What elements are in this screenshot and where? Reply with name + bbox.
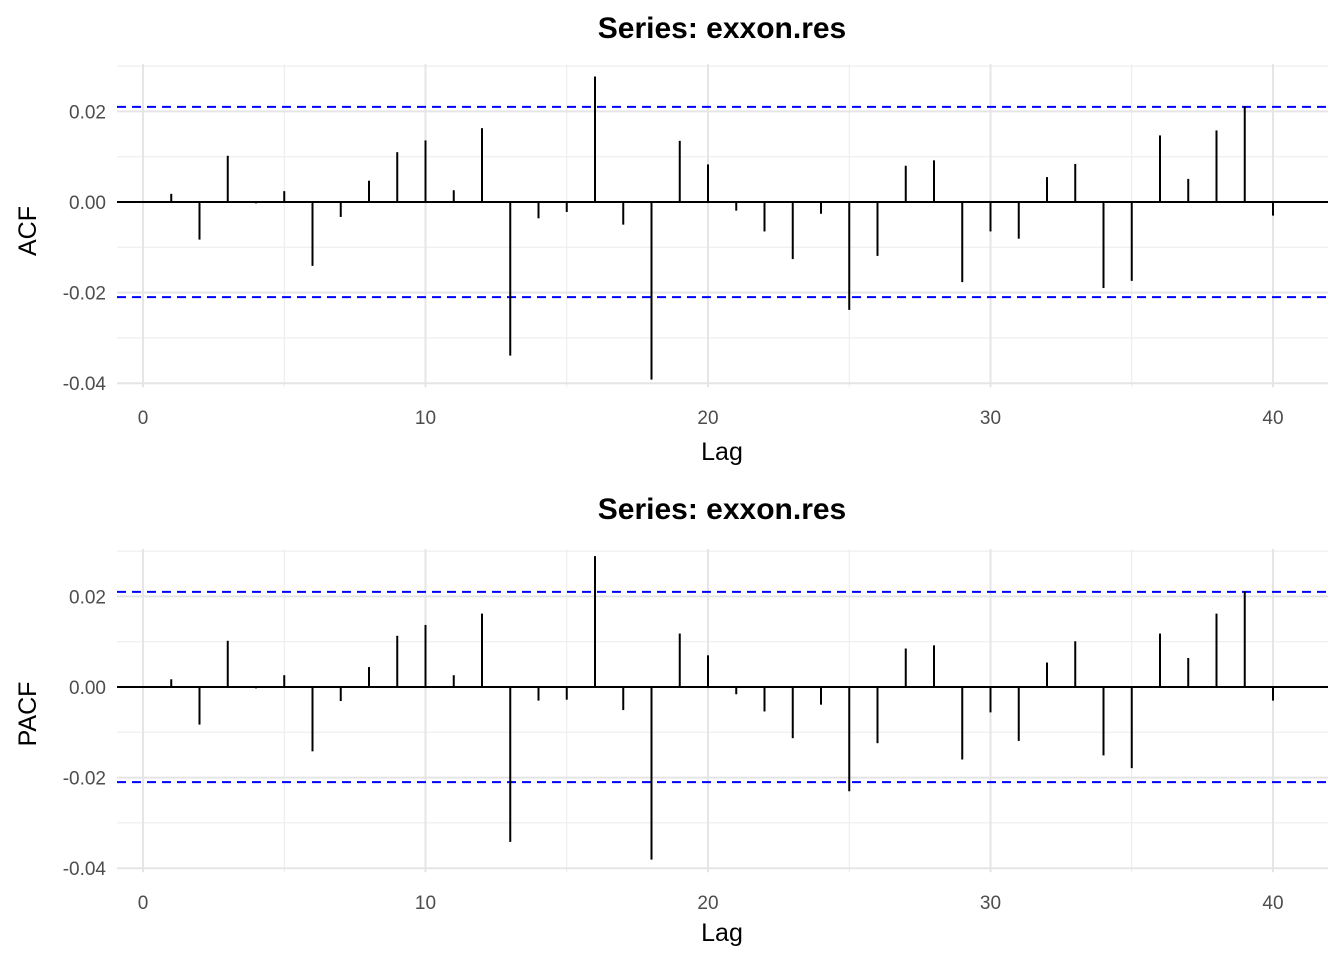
pacf-title: Series: exxon.res: [598, 493, 846, 526]
acf-x-tick-label: 40: [1262, 408, 1283, 429]
acf-x-tick-label: 20: [697, 408, 718, 429]
acf-y-axis-label: ACF: [14, 206, 42, 256]
pacf-y-tick-label: -0.04: [63, 859, 107, 880]
acf-x-tick-label: 30: [980, 408, 1001, 429]
acf-y-tick-label: -0.02: [63, 284, 106, 305]
pacf-x-axis-label: Lag: [701, 919, 743, 947]
pacf-x-tick-label: 10: [415, 893, 436, 914]
acf-title: Series: exxon.res: [598, 12, 846, 45]
acf-y-tick-label: -0.04: [63, 374, 107, 395]
pacf-x-tick-label: 30: [980, 893, 1001, 914]
pacf-y-tick-label: 0.00: [69, 678, 106, 699]
pacf-x-tick-label: 40: [1262, 893, 1283, 914]
pacf-y-axis-label: PACF: [14, 682, 42, 747]
acf-x-tick-label: 10: [415, 408, 436, 429]
acf-x-axis-label: Lag: [701, 438, 743, 466]
pacf-x-tick-label: 0: [138, 893, 149, 914]
pacf-panel: Series: exxon.res Lag PACF 0 10 20 30 40 -0.…: [14, 493, 1328, 947]
acf-panel: Series: exxon.res Lag ACF 0 10 20 30 40 -0.0…: [14, 12, 1328, 466]
acf-x-tick-label: 0: [138, 408, 149, 429]
pacf-x-tick-label: 20: [697, 893, 718, 914]
acf-y-tick-label: 0.00: [69, 193, 106, 214]
acf-y-tick-label: 0.02: [69, 102, 106, 123]
pacf-y-tick-label: -0.02: [63, 769, 106, 790]
pacf-y-tick-label: 0.02: [69, 587, 106, 608]
